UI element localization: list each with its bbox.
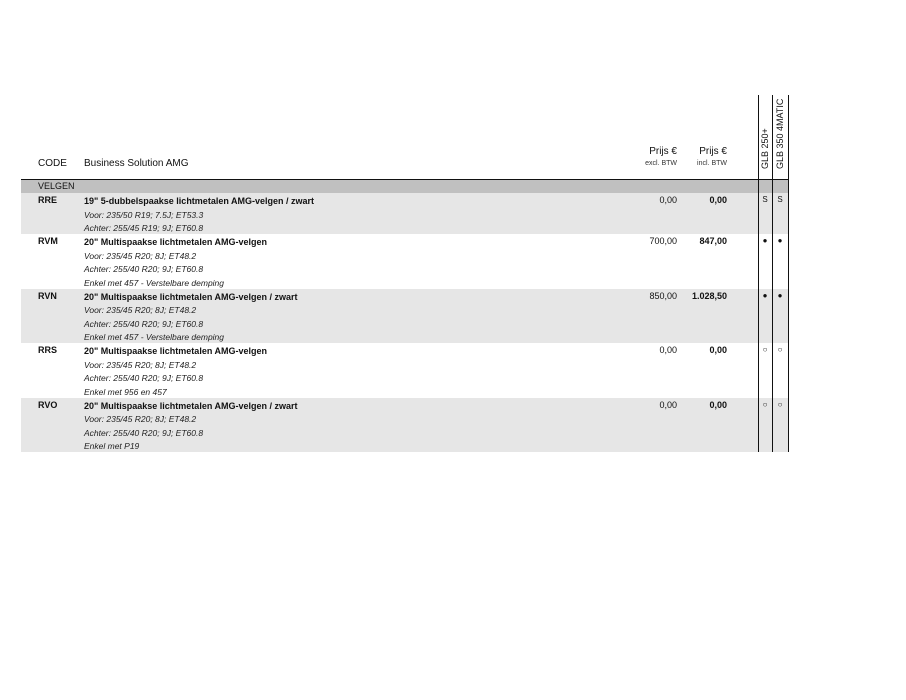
availability-mark: ○ [762,399,768,409]
header-divider [21,179,788,180]
spec-line: Achter: 255/40 R20; 9J; ET60.8 [84,427,204,438]
option-code: RRE [38,195,58,205]
column-divider [758,95,759,452]
price-excl-sub: excl. BTW [645,160,677,167]
spec-line: Enkel met 956 en 457 [84,386,167,397]
table-row: RVN 20" Multispaakse lichtmetalen AMG-ve… [21,288,788,343]
price-excl-header: Prijs € [649,146,677,157]
spec-line: Voor: 235/50 R19; 7.5J; ET53.3 [84,209,204,220]
spec-line: Enkel met 457 - Verstelbare demping [84,332,225,343]
availability-mark: ● [777,290,783,300]
price-incl-sub: incl. BTW [697,160,727,167]
price-excl: 0,00 [659,195,677,205]
price-incl: 0,00 [709,399,727,410]
code-header: CODE [38,158,67,169]
price-excl: 850,00 [649,290,677,301]
table-row: RVO 20" Multispaakse lichtmetalen AMG-ve… [21,397,788,452]
column-divider [772,95,773,452]
section-label: VELGEN [38,181,75,191]
spec-line: Enkel met P19 [84,441,140,452]
spec-line: Achter: 255/45 R19; 9J; ET60.8 [84,223,204,234]
availability-mark: ○ [762,345,768,354]
availability-mark: ○ [777,399,783,409]
availability-mark: ○ [777,345,783,354]
price-excl: 700,00 [649,236,677,246]
table-row: RRE 19" 5-dubbelspaakse lichtmetalen AMG… [21,193,788,234]
model-header-1: GLB 250+ [760,128,770,169]
title-header: Business Solution AMG [84,158,189,169]
spec-line: Achter: 255/40 R20; 9J; ET60.8 [84,373,204,384]
table-row: RRS 20" Multispaakse lichtmetalen AMG-ve… [21,343,788,398]
spec-line: Enkel met 457 - Verstelbare demping [84,277,225,288]
availability-mark: S [777,195,783,204]
model-header-2: GLB 350 4MATIC [775,98,785,169]
price-incl: 0,00 [709,195,727,205]
price-incl-header: Prijs € [699,146,727,157]
option-code: RVO [38,399,58,410]
availability-mark: ● [777,236,783,245]
spec-line: Voor: 235/45 R20; 8J; ET48.2 [84,359,197,370]
option-title: 20" Multispaakse lichtmetalen AMG-velgen [84,346,267,356]
spec-line: Achter: 255/40 R20; 9J; ET60.8 [84,264,204,275]
option-title: 20" Multispaakse lichtmetalen AMG-velgen [84,237,267,247]
option-title: 19" 5-dubbelspaakse lichtmetalen AMG-vel… [84,196,315,206]
spec-line: Achter: 255/40 R20; 9J; ET60.8 [84,318,204,329]
option-title: 20" Multispaakse lichtmetalen AMG-velgen… [84,291,298,302]
spec-line: Voor: 235/45 R20; 8J; ET48.2 [84,250,197,261]
section-row: VELGEN [21,180,788,193]
price-excl: 0,00 [659,345,677,355]
price-incl: 0,00 [709,345,727,355]
availability-mark: ● [762,236,768,245]
availability-mark: ● [762,290,768,300]
option-title: 20" Multispaakse lichtmetalen AMG-velgen… [84,400,298,411]
price-incl: 1.028,50 [691,290,727,301]
option-code: RRS [38,345,58,355]
spec-line: Voor: 235/45 R20; 8J; ET48.2 [84,305,197,316]
option-code: RVM [38,236,58,246]
column-divider [788,95,789,452]
option-code: RVN [38,290,57,301]
price-incl: 847,00 [699,236,727,246]
price-excl: 0,00 [659,399,677,410]
availability-mark: S [762,195,768,204]
spec-line: Voor: 235/45 R20; 8J; ET48.2 [84,414,197,425]
table-row: RVM 20" Multispaakse lichtmetalen AMG-ve… [21,234,788,289]
